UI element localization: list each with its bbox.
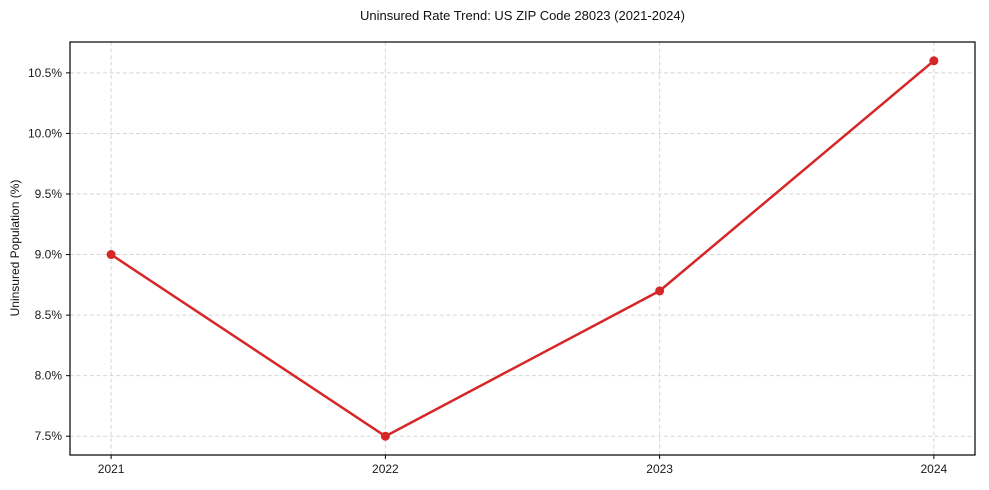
y-tick-label: 10.5% (28, 66, 62, 80)
data-point (655, 286, 665, 296)
data-point (106, 250, 116, 260)
y-tick-label: 8.5% (35, 308, 63, 322)
x-tick-label: 2021 (98, 462, 125, 476)
x-tick-label: 2023 (646, 462, 673, 476)
y-tick-label: 10.0% (28, 126, 62, 140)
x-tick-label: 2022 (372, 462, 399, 476)
y-tick-label: 9.0% (35, 248, 63, 262)
x-tick-label: 2024 (921, 462, 948, 476)
plot-border (69, 41, 976, 456)
chart-title: Uninsured Rate Trend: US ZIP Code 28023 … (360, 8, 685, 23)
y-tick-label: 8.0% (35, 369, 63, 383)
data-point (929, 56, 939, 66)
y-tick-label: 9.5% (35, 187, 63, 201)
data-point (380, 431, 390, 441)
trend-line (109, 59, 936, 438)
y-tick-label: 7.5% (35, 429, 63, 443)
